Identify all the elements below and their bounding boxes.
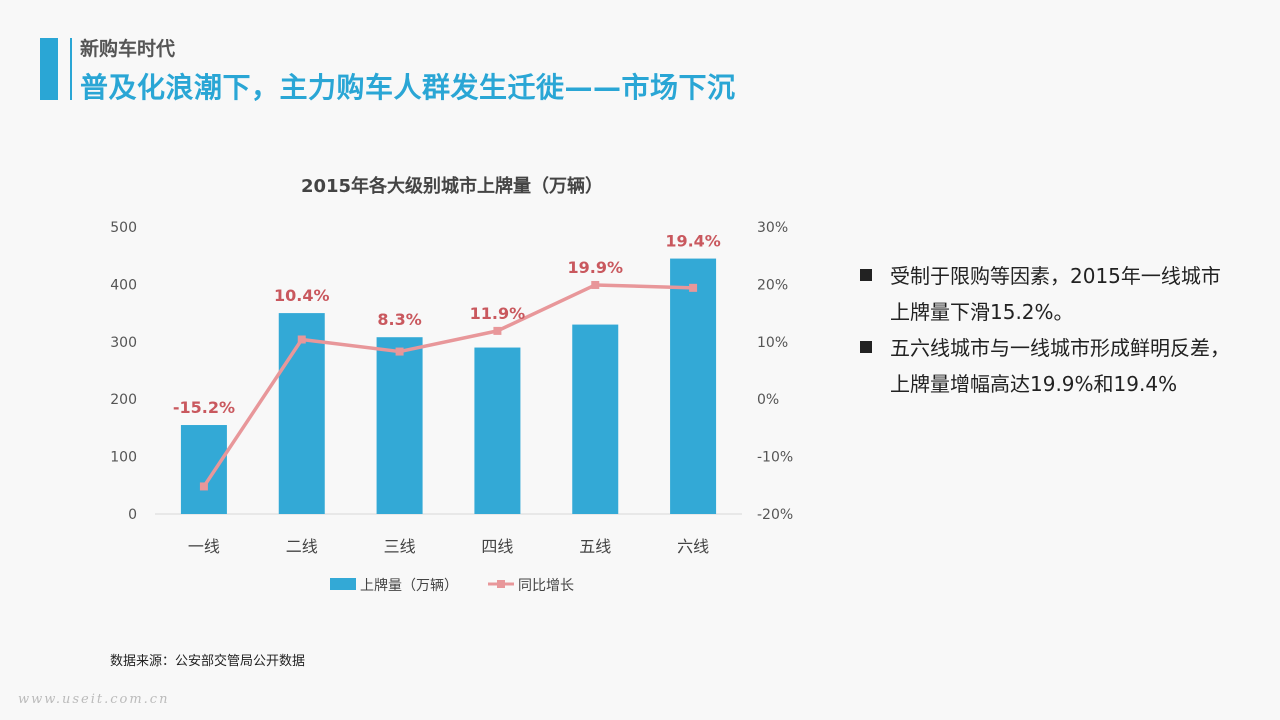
bullet-item-1: 受制于限购等因素，2015年一线城市上牌量下滑15.2%。 <box>860 258 1240 330</box>
y-right-tick-label: -10% <box>757 450 793 466</box>
x-tick-label: 四线 <box>481 537 513 556</box>
page-subtitle: 新购车时代 <box>80 38 176 60</box>
accent-line <box>70 38 72 100</box>
growth-point <box>199 482 208 491</box>
watermark: www.useit.com.cn <box>18 692 170 707</box>
y-left-tick-label: 0 <box>128 507 137 523</box>
y-right-tick-label: 20% <box>757 277 788 293</box>
y-right-tick-label: -20% <box>757 507 793 523</box>
growth-point <box>591 280 600 289</box>
bar <box>180 425 227 514</box>
legend-line-marker <box>497 580 505 588</box>
bar <box>474 347 521 514</box>
x-tick-label: 二线 <box>286 537 318 556</box>
page-title: 普及化浪潮下，主力购车人群发生迁徙——市场下沉 <box>80 71 736 104</box>
legend-line-label: 同比增长 <box>518 578 574 594</box>
data-label: 10.4% <box>274 286 330 305</box>
chart-title: 2015年各大级别城市上牌量（万辆） <box>301 175 603 197</box>
x-tick-label: 五线 <box>579 537 611 556</box>
data-source: 数据来源：公安部交管局公开数据 <box>110 654 306 669</box>
data-label: 19.4% <box>665 232 721 251</box>
x-tick-label: 三线 <box>384 537 416 556</box>
accent-bar <box>40 38 58 100</box>
growth-point <box>395 347 404 356</box>
legend-bar-swatch <box>330 578 356 590</box>
bullet-text: 五六线城市与一线城市形成鲜明反差，上牌量增幅高达19.9%和19.4% <box>890 336 1230 396</box>
bullet-list: 受制于限购等因素，2015年一线城市上牌量下滑15.2%。 五六线城市与一线城市… <box>860 258 1240 402</box>
square-bullet-icon <box>860 269 872 281</box>
x-tick-label: 一线 <box>188 537 220 556</box>
legend-bar-label: 上牌量（万辆） <box>360 577 458 594</box>
bar <box>376 337 423 514</box>
bar <box>278 313 325 514</box>
square-bullet-icon <box>860 341 872 353</box>
y-right-tick-label: 0% <box>757 392 779 408</box>
y-left-tick-label: 100 <box>110 450 137 466</box>
bullet-text: 受制于限购等因素，2015年一线城市上牌量下滑15.2%。 <box>890 264 1221 324</box>
y-left-tick-label: 500 <box>110 220 137 236</box>
growth-line <box>202 283 694 488</box>
growth-point <box>689 283 698 292</box>
data-label: 11.9% <box>470 304 526 323</box>
x-tick-label: 六线 <box>677 537 709 556</box>
growth-point <box>297 335 306 344</box>
bar <box>572 324 619 514</box>
y-right-tick-label: 10% <box>757 335 788 351</box>
y-left-tick-label: 400 <box>110 277 137 293</box>
data-label: 8.3% <box>377 310 421 329</box>
data-label: -15.2% <box>173 398 235 417</box>
y-left-tick-label: 300 <box>110 335 137 351</box>
y-right-tick-label: 30% <box>757 220 788 236</box>
bullet-item-2: 五六线城市与一线城市形成鲜明反差，上牌量增幅高达19.9%和19.4% <box>860 330 1240 402</box>
growth-point <box>493 326 502 335</box>
bar <box>670 258 717 514</box>
data-label: 19.9% <box>567 258 623 277</box>
y-left-tick-label: 200 <box>110 392 137 408</box>
